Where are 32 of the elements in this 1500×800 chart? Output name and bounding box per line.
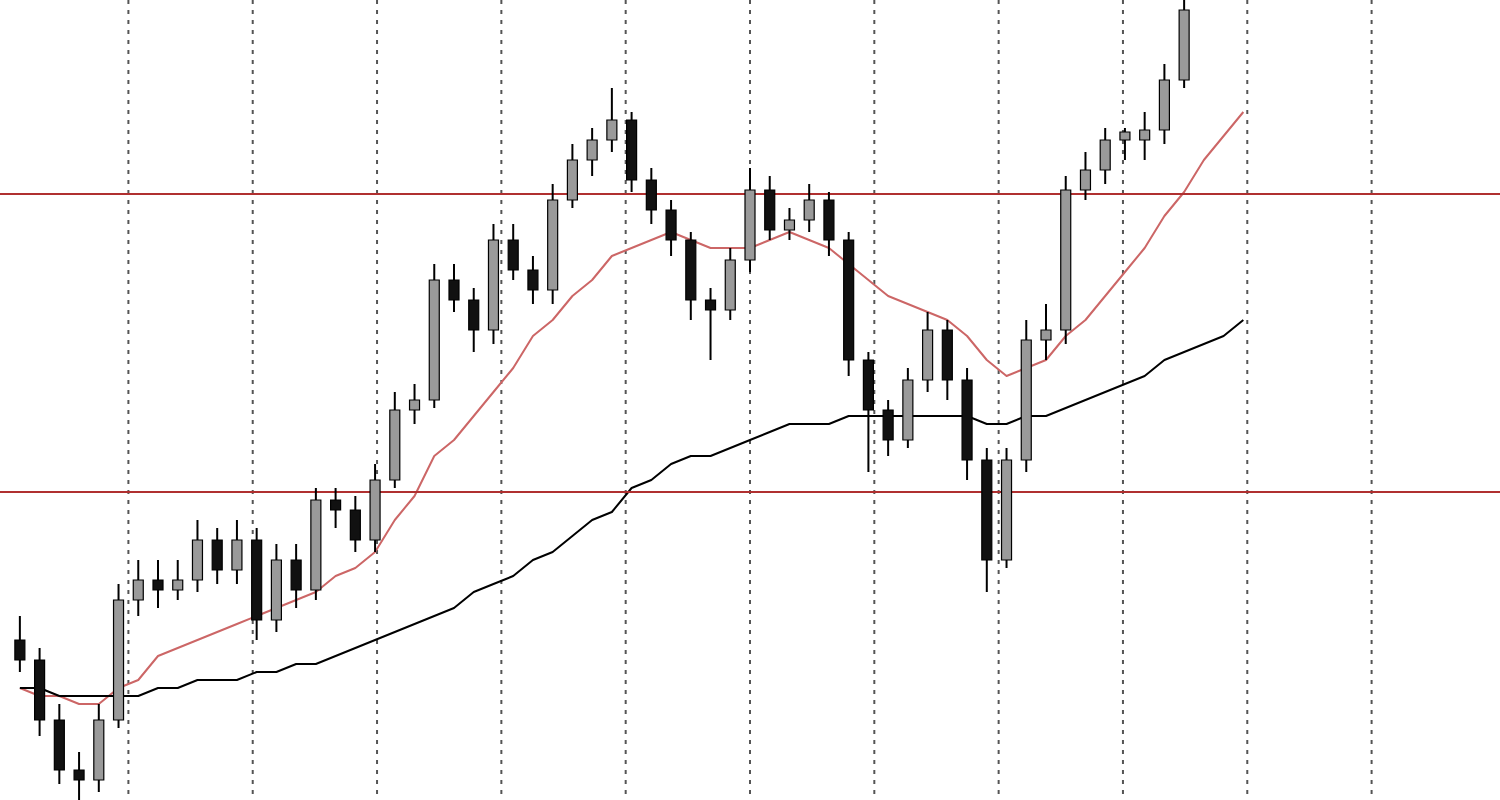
candlestick: [408, 383, 421, 425]
candlestick: [764, 175, 776, 241]
candlestick: [1119, 127, 1131, 161]
candlestick: [882, 399, 894, 457]
candlestick: [132, 559, 144, 617]
candlestick: [1139, 111, 1151, 161]
candlestick: [191, 519, 204, 593]
candlestick: [290, 543, 302, 609]
candlestick: [507, 223, 519, 281]
candlestick: [586, 127, 598, 177]
candlestick: [468, 287, 480, 353]
candlestick: [231, 519, 243, 585]
candlestick: [1079, 151, 1092, 201]
candlestick: [527, 255, 539, 305]
candlestick: [349, 495, 361, 553]
candlestick: [665, 199, 677, 257]
candlestick: [645, 167, 657, 225]
candlestick: [1099, 127, 1111, 185]
candlestick: [448, 263, 460, 313]
candlestick: [1040, 303, 1052, 361]
candlestick: [172, 559, 184, 601]
candlestick: [803, 183, 815, 233]
candlestick: [211, 527, 223, 585]
candlestick: [606, 87, 618, 153]
candlestick: [566, 143, 578, 209]
candlestick: [330, 487, 342, 529]
candlestick: [14, 615, 26, 673]
candlestick: [704, 287, 717, 361]
candlestick: [152, 559, 164, 609]
candlestick: [73, 751, 85, 800]
candlestick: [783, 207, 796, 241]
candlestick: [823, 191, 835, 257]
